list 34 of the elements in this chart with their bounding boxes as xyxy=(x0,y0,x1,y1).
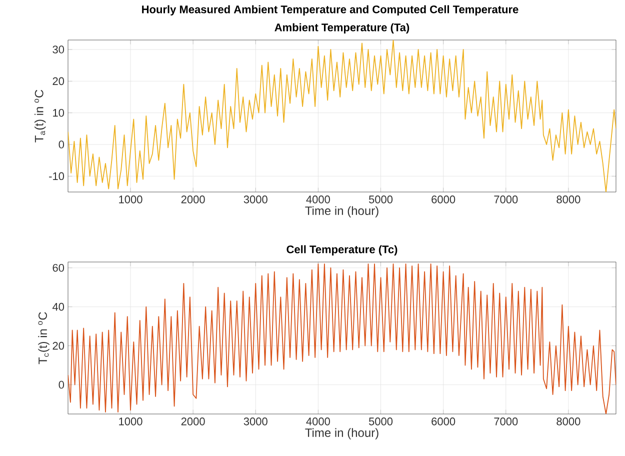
chart-title: Cell Temperature (Tc) xyxy=(286,245,398,256)
x-tick-label: 8000 xyxy=(556,418,580,426)
y-tick-label: 0 xyxy=(58,140,64,148)
x-tick-label: 2000 xyxy=(181,418,205,426)
x-tick-label: 4000 xyxy=(306,196,330,204)
x-tick-label: 8000 xyxy=(556,196,580,204)
x-tick-label: 5000 xyxy=(368,196,393,204)
x-tick-label: 1000 xyxy=(119,418,142,426)
y-tick-label: 10 xyxy=(53,108,64,117)
x-tick-label: 5000 xyxy=(368,418,393,426)
line-series xyxy=(68,264,616,414)
line-series xyxy=(68,40,616,192)
x-tick-label: 6000 xyxy=(432,418,456,426)
y-tick-label: 0 xyxy=(58,380,64,389)
y-tick-label: 40 xyxy=(52,302,64,311)
y-tick-label: 20 xyxy=(52,77,64,86)
y-tick-label: -10 xyxy=(49,172,64,180)
chart-title: Hourly Measured Ambient Temperature and Computed Cell Temperature xyxy=(142,5,518,16)
x-tick-label: 7000 xyxy=(494,418,518,426)
y-axis-title: T$_{a}$(t) in $^{o}$C xyxy=(34,90,46,142)
y-tick-label: 20 xyxy=(52,342,64,350)
x-axis-title: Time in (hour) xyxy=(305,428,378,440)
chart-subtitle: Ambient Temperature (Ta) xyxy=(274,23,410,34)
y-tick-label: 60 xyxy=(52,264,64,272)
x-axis-title: Time in (hour) xyxy=(305,206,378,218)
x-tick-label: 2000 xyxy=(181,196,205,204)
y-tick-label: 30 xyxy=(52,46,64,54)
y-axis-title: T$_{c}$(t) in $^{o}$C xyxy=(38,312,50,364)
x-tick-label: 7000 xyxy=(494,196,518,204)
x-tick-label: 6000 xyxy=(432,196,456,204)
x-tick-label: 3000 xyxy=(244,196,268,204)
x-tick-label: 1000 xyxy=(119,196,142,204)
x-tick-label: 3000 xyxy=(244,418,268,426)
x-tick-label: 4000 xyxy=(306,418,330,426)
